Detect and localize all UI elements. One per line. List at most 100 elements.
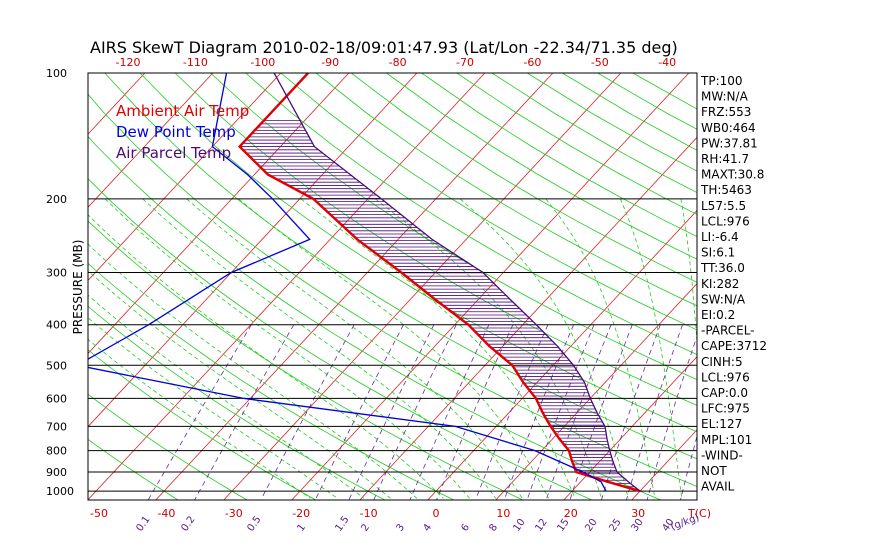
parcel-temp-line <box>273 73 641 492</box>
isotherm-line <box>495 283 697 500</box>
moist-adiabat-line <box>459 198 629 499</box>
mixing-ratio-label: 3 <box>394 522 407 534</box>
isotherm-line <box>223 73 622 500</box>
top-temp-tick-label: -80 <box>389 56 407 69</box>
index-label: RH:41.7 <box>701 152 749 166</box>
pressure-tick-label: 400 <box>46 319 67 332</box>
isotherm-line <box>768 73 870 500</box>
mixing-ratio-line <box>569 324 633 500</box>
index-label: TT:36.0 <box>700 261 745 275</box>
isotherm-line <box>836 73 870 500</box>
mixing-ratio-line <box>626 324 683 500</box>
dew-point-line <box>88 73 607 492</box>
moist-adiabat-line <box>238 198 549 499</box>
dry-adiabat-line <box>245 73 697 355</box>
chart-title: AIRS SkewT Diagram 2010-02-18/09:01:47.9… <box>90 38 678 57</box>
dry-adiabat-line <box>88 438 179 500</box>
isotherm-line <box>88 73 486 500</box>
index-label: FRZ:553 <box>701 105 751 119</box>
index-label: LI:-6.4 <box>701 230 739 244</box>
dry-adiabat-line <box>88 393 248 500</box>
mixing-ratio-label: 8 <box>487 522 500 534</box>
mixing-ratio-line <box>526 324 595 500</box>
dry-adiabat-line <box>210 73 697 381</box>
mixing-ratio-label: 4 <box>421 522 434 534</box>
index-label: TP:100 <box>700 74 743 88</box>
dry-adiabat-line <box>104 73 697 460</box>
top-temp-tick-label: -40 <box>658 56 676 69</box>
pressure-tick-label: 1000 <box>46 485 74 498</box>
mixing-ratio-label: 0.5 <box>245 514 263 533</box>
top-temp-tick-label: -100 <box>250 56 275 69</box>
index-label: LCL:976 <box>701 370 750 384</box>
mixing-ratio-label: 1.5 <box>333 514 351 533</box>
bottom-temp-tick-label: -40 <box>157 507 175 520</box>
x-axis-label: T(C) <box>687 507 711 520</box>
top-temp-tick-label: -50 <box>591 56 609 69</box>
isotherm-line <box>291 73 690 500</box>
index-label: MPL:101 <box>701 433 752 447</box>
legend: Ambient Air Temp Dew Point Temp Air Parcel… <box>116 102 249 162</box>
dry-adiabat-line <box>139 73 697 433</box>
grid-layer <box>88 73 870 500</box>
mixing-ratio-label: 25 <box>607 517 623 534</box>
pressure-tick-label: 700 <box>46 420 67 433</box>
dry-adiabat-line <box>350 73 697 283</box>
mixing-ratio-line <box>436 324 514 500</box>
index-label: NOT <box>701 464 727 478</box>
moist-adiabat-line <box>300 198 576 499</box>
dry-adiabat-line <box>174 73 697 406</box>
mixing-ratio-line <box>260 324 355 500</box>
index-label: KI:282 <box>701 277 739 291</box>
legend-item: Dew Point Temp <box>116 123 236 141</box>
pressure-tick-label: 600 <box>46 392 67 405</box>
moist-adiabat-line <box>88 338 311 499</box>
index-label: L57:5.5 <box>701 199 746 213</box>
bottom-temp-tick-label: -20 <box>292 507 310 520</box>
mixing-ratio-label: 6 <box>459 522 472 534</box>
mixing-ratio-line <box>194 324 295 500</box>
top-temp-tick-label: -120 <box>116 56 141 69</box>
mixing-ratio-line <box>545 324 612 500</box>
index-label: MAXT:30.8 <box>701 168 764 182</box>
index-label: SW:N/A <box>701 292 746 306</box>
mixing-ratio-label: 20 <box>583 517 599 534</box>
index-label: EL:127 <box>701 417 742 431</box>
bottom-temp-tick-label: 10 <box>496 507 510 520</box>
index-label: CINH:5 <box>701 355 743 369</box>
cape-hatch-layer <box>239 120 635 488</box>
pressure-tick-label: 100 <box>46 67 67 80</box>
dry-adiabat-line <box>88 349 317 500</box>
mixing-ratio-line <box>503 324 574 500</box>
mixing-ratio-label: 0.2 <box>179 514 197 533</box>
index-label: SI:6.1 <box>701 246 735 260</box>
top-temp-tick-label: -90 <box>321 56 339 69</box>
moist-adiabat-line <box>88 243 418 499</box>
bottom-temp-tick-label: -50 <box>90 507 108 520</box>
index-label: -WIND- <box>701 448 743 462</box>
bottom-temp-tick-label: -10 <box>360 507 378 520</box>
mixing-ratio-unit: (g/kg) <box>669 512 701 533</box>
dry-adiabat-line <box>88 178 592 500</box>
index-label: CAP:0.0 <box>701 386 748 400</box>
mixing-ratio-label: 10 <box>511 517 527 534</box>
index-label: LCL:976 <box>701 214 750 228</box>
index-label: TH:5463 <box>700 183 752 197</box>
dry-adiabat-line <box>491 73 697 194</box>
bottom-temp-tick-label: 20 <box>564 507 578 520</box>
mixing-ratio-label: 2 <box>359 522 372 534</box>
index-label: -PARCEL- <box>701 324 755 338</box>
dry-adiabat-line <box>456 73 697 215</box>
dry-adiabat-line <box>315 73 697 307</box>
mixing-ratio-line <box>646 335 697 500</box>
series-layer <box>88 73 641 493</box>
isotherm-line <box>427 209 697 500</box>
isotherm-line <box>88 73 418 428</box>
dry-adiabat-line <box>386 73 697 260</box>
index-label: LFC:975 <box>701 402 750 416</box>
top-temp-tick-label: -60 <box>523 56 541 69</box>
mixing-ratio-line <box>409 324 490 500</box>
